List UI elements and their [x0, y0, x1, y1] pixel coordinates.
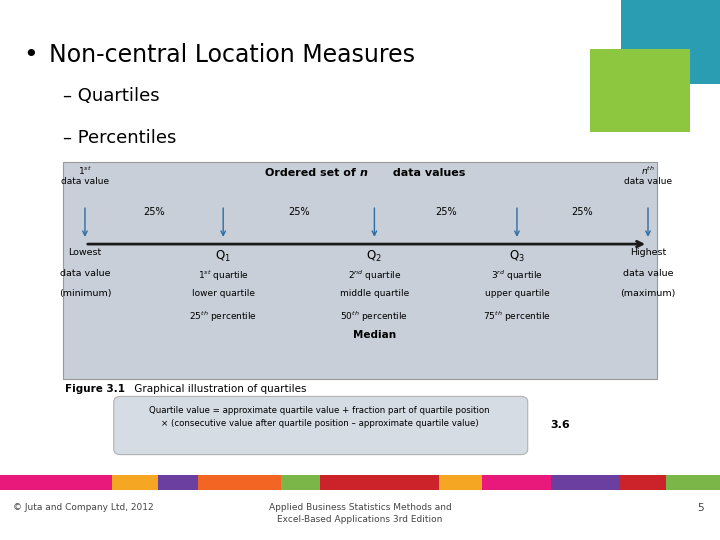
Text: 25%: 25%	[288, 207, 310, 217]
Text: upper quartile: upper quartile	[485, 289, 549, 299]
Text: 3.6: 3.6	[550, 420, 570, 430]
Text: 25$^{th}$ percentile: 25$^{th}$ percentile	[189, 310, 257, 325]
Bar	[158, 475, 198, 490]
Text: 3$^{rd}$ quartile: 3$^{rd}$ quartile	[491, 269, 543, 284]
Text: Q$_1$: Q$_1$	[215, 248, 231, 264]
Text: data value: data value	[624, 177, 672, 186]
Text: data values: data values	[389, 168, 465, 179]
Text: 5: 5	[698, 503, 704, 514]
Text: – Quartiles: – Quartiles	[63, 87, 160, 105]
Text: 25%: 25%	[435, 207, 456, 217]
Bar	[112, 475, 158, 490]
Text: data value: data value	[61, 177, 109, 186]
Text: (maximum): (maximum)	[621, 289, 675, 299]
Text: n$^{th}$: n$^{th}$	[641, 165, 655, 177]
Text: Quartile value = approximate quartile value + fraction part of quartile position: Quartile value = approximate quartile va…	[149, 406, 490, 428]
Text: 1$^{st}$: 1$^{st}$	[78, 165, 92, 177]
Text: © Juta and Company Ltd, 2012: © Juta and Company Ltd, 2012	[13, 503, 153, 512]
Text: middle quartile: middle quartile	[340, 289, 409, 299]
Text: 50$^{th}$ percentile: 50$^{th}$ percentile	[341, 310, 408, 325]
Text: Graphical illustration of quartiles: Graphical illustration of quartiles	[131, 384, 307, 395]
Bar	[619, 475, 666, 490]
Text: Highest: Highest	[630, 248, 666, 258]
Text: 1$^{st}$ quartile: 1$^{st}$ quartile	[198, 269, 248, 284]
Text: lower quartile: lower quartile	[192, 289, 255, 299]
Text: Figure 3.1: Figure 3.1	[65, 384, 125, 395]
Text: data value: data value	[623, 269, 673, 278]
Bar	[198, 475, 281, 490]
Bar	[439, 475, 482, 490]
Text: Applied Business Statistics Methods and
Excel-Based Applications 3rd Edition: Applied Business Statistics Methods and …	[269, 503, 451, 524]
Bar	[551, 475, 619, 490]
Text: 2$^{nd}$ quartile: 2$^{nd}$ quartile	[348, 269, 401, 284]
Text: 75$^{th}$ percentile: 75$^{th}$ percentile	[483, 310, 551, 325]
Text: 25%: 25%	[143, 207, 165, 217]
Bar	[482, 475, 551, 490]
Text: (minimum): (minimum)	[59, 289, 111, 299]
Bar	[0, 475, 112, 490]
FancyBboxPatch shape	[114, 396, 528, 455]
Text: Ordered set of: Ordered set of	[265, 168, 360, 179]
Text: 25%: 25%	[572, 207, 593, 217]
Text: n: n	[360, 168, 368, 179]
Bar	[666, 475, 720, 490]
Text: •: •	[23, 43, 37, 67]
Text: data value: data value	[60, 269, 110, 278]
Text: Lowest: Lowest	[68, 248, 102, 258]
FancyBboxPatch shape	[63, 162, 657, 379]
Bar	[320, 475, 439, 490]
Text: Median: Median	[353, 330, 396, 341]
Text: Q$_3$: Q$_3$	[509, 248, 525, 264]
Text: Non-central Location Measures: Non-central Location Measures	[49, 43, 415, 67]
Bar	[281, 475, 320, 490]
Text: Q$_2$: Q$_2$	[366, 248, 382, 264]
Text: – Percentiles: – Percentiles	[63, 129, 176, 146]
